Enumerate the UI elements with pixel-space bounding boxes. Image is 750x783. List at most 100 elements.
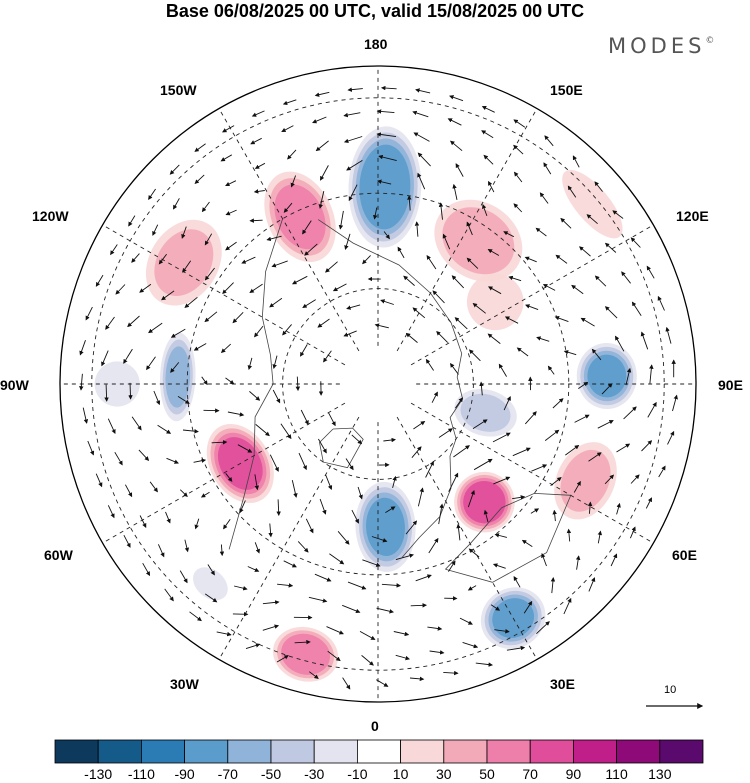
wind-vector — [79, 340, 86, 356]
wind-vector — [359, 631, 376, 640]
wind-vector — [193, 343, 207, 351]
wind-vector — [325, 474, 333, 491]
wind-vector — [302, 299, 316, 308]
wind-vector — [482, 204, 488, 217]
anomaly-ural-high — [454, 471, 515, 533]
wind-vector — [305, 518, 314, 534]
greenland-coastline — [319, 427, 364, 469]
wind-vector — [566, 528, 572, 542]
wind-vector — [456, 523, 461, 541]
wind-vector — [227, 411, 245, 417]
wind-vector — [646, 265, 655, 279]
anomaly-contour — [466, 273, 524, 331]
wind-vector — [249, 391, 261, 401]
wind-vector — [131, 416, 142, 431]
wind-vector — [612, 210, 624, 219]
colorbar-tick: -70 — [217, 766, 238, 782]
wind-vector — [587, 501, 593, 514]
anomaly-contour — [192, 567, 228, 601]
wind-vector — [415, 574, 432, 582]
wind-vector — [412, 307, 426, 319]
wind-vector — [378, 154, 397, 162]
wind-vector — [544, 135, 554, 147]
colorbar-tick: -110 — [127, 766, 155, 782]
wind-vector — [385, 506, 396, 513]
wind-vector — [247, 357, 253, 370]
wind-vector — [115, 284, 126, 295]
wind-vector — [455, 163, 464, 177]
wind-vector — [283, 560, 297, 568]
wind-vector — [328, 412, 336, 427]
wind-vector — [672, 394, 678, 412]
lon-label-150w: 150W — [160, 82, 197, 98]
wind-vector — [179, 489, 188, 498]
wind-vector — [148, 322, 163, 334]
wind-vector — [361, 655, 374, 666]
anomaly-alaska-high — [145, 219, 222, 306]
wind-vector — [123, 348, 133, 364]
wind-vector — [272, 389, 281, 404]
colorbar-swatch — [97, 739, 142, 764]
wind-vector — [503, 395, 511, 411]
wind-vector — [454, 317, 468, 330]
wind-vector — [300, 409, 309, 426]
anomaly-contour — [562, 169, 623, 239]
wind-vector — [555, 254, 568, 264]
colorbar-swatch — [659, 739, 704, 764]
wind-vector — [466, 221, 473, 236]
wind-vector — [282, 99, 297, 106]
wind-vector — [291, 479, 298, 498]
wind-vector — [351, 509, 359, 524]
wind-vector — [473, 458, 493, 471]
wind-vector — [623, 406, 637, 420]
wind-vector — [625, 367, 632, 386]
wind-vector — [245, 643, 261, 650]
wind-vector — [277, 583, 294, 588]
wind-vector — [381, 583, 401, 588]
wind-vector — [362, 255, 371, 265]
wind-vector — [604, 242, 617, 253]
wind-vector — [169, 164, 180, 175]
colorbar-swatch — [54, 739, 99, 764]
wind-vector — [541, 553, 547, 567]
anomaly-contour — [587, 354, 627, 398]
wind-vector — [504, 316, 519, 324]
wind-vector — [292, 275, 308, 285]
wind-vector — [95, 274, 104, 287]
wind-vector — [475, 662, 493, 667]
wind-vector — [417, 487, 424, 507]
wind-vector — [547, 365, 555, 375]
wind-vector — [383, 437, 396, 443]
colorbar-swatch — [573, 739, 618, 764]
wind-vector — [295, 376, 301, 392]
wind-vector — [665, 326, 672, 344]
wind-vector — [616, 443, 631, 453]
wind-vector — [323, 350, 332, 363]
wind-vector — [107, 505, 115, 519]
wind-vector — [442, 233, 451, 250]
wind-vector — [164, 588, 174, 602]
wind-vector — [438, 202, 444, 220]
anomaly-atlantic-low — [355, 481, 416, 572]
wind-vector — [413, 132, 430, 142]
anomaly-contour — [442, 207, 515, 275]
wind-vector — [449, 95, 464, 102]
colorbar-tick: 130 — [648, 766, 672, 782]
wind-vector — [225, 241, 237, 251]
wind-vector — [204, 311, 218, 323]
europe-coastline — [445, 492, 572, 583]
wind-vector — [574, 414, 590, 423]
wind-vector — [481, 106, 495, 113]
wind-vector — [552, 509, 557, 522]
wind-vector — [166, 457, 179, 464]
colorbar-tick: 110 — [605, 766, 628, 782]
wind-vector — [269, 297, 283, 308]
wind-vector — [630, 474, 640, 484]
wind-vector — [282, 324, 292, 336]
colorbar-swatch — [529, 739, 574, 764]
polar-anomaly-map — [59, 65, 704, 709]
wind-vector — [225, 209, 237, 216]
wind-vector — [425, 460, 434, 478]
wind-vector — [425, 358, 434, 371]
wind-vector — [139, 283, 152, 293]
